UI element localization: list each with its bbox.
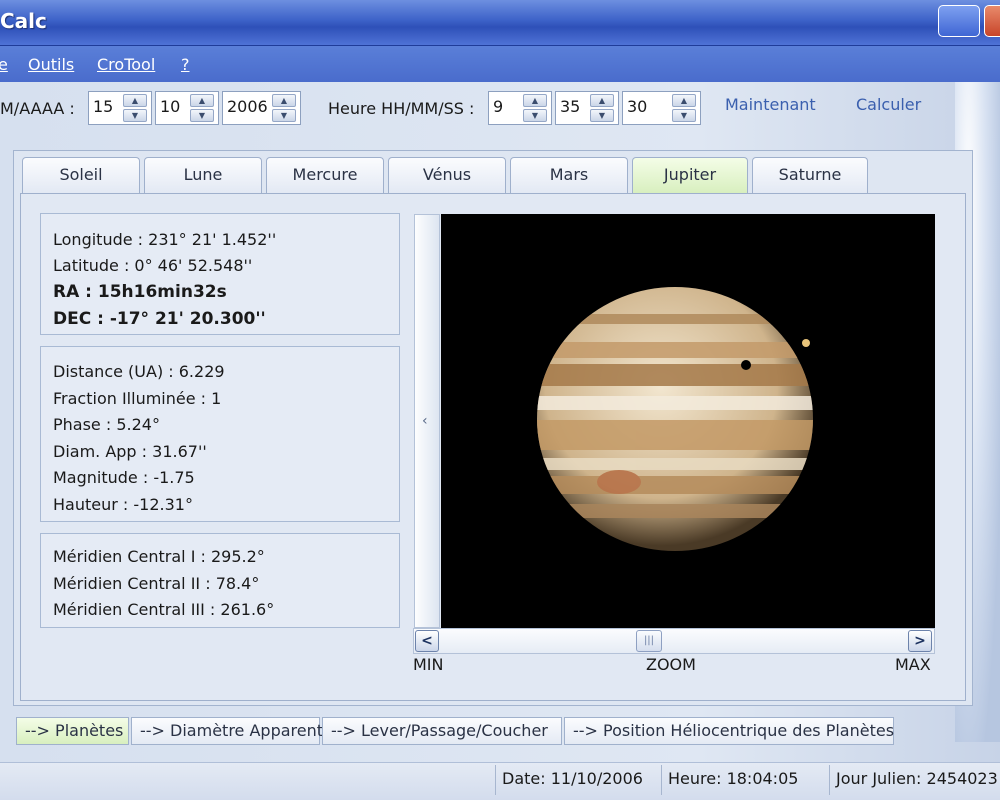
zoom-scrollbar[interactable]: < ||| > (413, 628, 935, 654)
hauteur-value: Hauteur : -12.31° (53, 495, 193, 514)
down-arrow-icon[interactable]: ▼ (672, 109, 696, 122)
scroll-right-icon[interactable]: > (908, 630, 932, 652)
phase-value: Phase : 5.24° (53, 415, 160, 434)
title-bar: Calc (0, 0, 1000, 46)
zoom-label: ZOOM (646, 655, 696, 674)
status-julian-day: Jour Julien: 2454023 (829, 765, 1000, 795)
collapse-bar[interactable]: ‹ (414, 214, 440, 628)
calculate-link[interactable]: Calculer (856, 95, 922, 114)
maximize-button[interactable] (938, 5, 980, 37)
scroll-left-icon[interactable]: < (415, 630, 439, 652)
tab-jupiter[interactable]: Jupiter (632, 157, 748, 193)
longitude-value: Longitude : 231° 21' 1.452'' (53, 230, 277, 249)
bottom-tab-heliocentrique[interactable]: --> Position Héliocentrique des Planètes (564, 717, 894, 745)
down-arrow-icon[interactable]: ▼ (272, 109, 296, 122)
chevron-left-icon: ‹ (422, 413, 428, 429)
moon-io (802, 339, 810, 347)
menu-item-file[interactable]: e (0, 55, 8, 74)
hour-stepper[interactable]: 9 ▲ ▼ (488, 91, 552, 125)
meridian-3-value: Méridien Central III : 261.6° (53, 600, 275, 619)
month-stepper[interactable]: 10 ▲ ▼ (155, 91, 219, 125)
menu-item-help[interactable]: ? (181, 55, 190, 74)
down-arrow-icon[interactable]: ▼ (523, 109, 547, 122)
physical-group: Distance (UA) : 6.229 Fraction Illuminée… (40, 346, 400, 522)
now-link[interactable]: Maintenant (725, 95, 816, 114)
date-label: M/AAAA : (0, 99, 75, 118)
time-label: Heure HH/MM/SS : (328, 99, 475, 118)
up-arrow-icon[interactable]: ▲ (523, 94, 547, 107)
up-arrow-icon[interactable]: ▲ (590, 94, 614, 107)
position-group: Longitude : 231° 21' 1.452'' Latitude : … (40, 213, 400, 335)
menu-bar: e Outils CroTool ? (0, 46, 1000, 82)
tab-mars[interactable]: Mars (510, 157, 628, 193)
bottom-tab-lever[interactable]: --> Lever/Passage/Coucher (322, 717, 562, 745)
latitude-value: Latitude : 0° 46' 52.548'' (53, 256, 253, 275)
magnitude-value: Magnitude : -1.75 (53, 468, 195, 487)
moon-shadow (741, 360, 751, 370)
tab-mercure[interactable]: Mercure (266, 157, 384, 193)
window-title: Calc (0, 9, 47, 33)
day-stepper[interactable]: 15 ▲ ▼ (88, 91, 152, 125)
up-arrow-icon[interactable]: ▲ (123, 94, 147, 107)
meridian-2-value: Méridien Central II : 78.4° (53, 574, 260, 593)
menu-item-outils[interactable]: Outils (28, 55, 75, 74)
ra-value: RA : 15h16min32s (53, 282, 227, 302)
meridian-1-value: Méridien Central I : 295.2° (53, 547, 265, 566)
close-button[interactable] (984, 5, 1000, 37)
tab-venus[interactable]: Vénus (388, 157, 506, 193)
minute-stepper[interactable]: 35 ▲ ▼ (555, 91, 619, 125)
status-time: Heure: 18:04:05 (661, 765, 829, 795)
zoom-max-label: MAX (895, 655, 931, 674)
down-arrow-icon[interactable]: ▼ (123, 109, 147, 122)
planet-image-viewer (441, 214, 935, 628)
tab-saturne[interactable]: Saturne (752, 157, 868, 193)
down-arrow-icon[interactable]: ▼ (190, 109, 214, 122)
diameter-value: Diam. App : 31.67'' (53, 442, 207, 461)
jupiter-image (537, 287, 813, 551)
meridians-group: Méridien Central I : 295.2° Méridien Cen… (40, 533, 400, 628)
up-arrow-icon[interactable]: ▲ (672, 94, 696, 107)
menu-item-crotool[interactable]: CroTool (97, 55, 156, 74)
fraction-value: Fraction Illuminée : 1 (53, 389, 222, 408)
dec-value: DEC : -17° 21' 20.300'' (53, 309, 266, 329)
tab-lune[interactable]: Lune (144, 157, 262, 193)
zoom-min-label: MIN (413, 655, 444, 674)
status-date: Date: 11/10/2006 (495, 765, 657, 795)
up-arrow-icon[interactable]: ▲ (190, 94, 214, 107)
year-stepper[interactable]: 2006 ▲ ▼ (222, 91, 301, 125)
down-arrow-icon[interactable]: ▼ (590, 109, 614, 122)
zoom-thumb[interactable]: ||| (636, 630, 662, 652)
bottom-tab-planetes[interactable]: --> Planètes (16, 717, 129, 745)
tab-soleil[interactable]: Soleil (22, 157, 140, 193)
second-stepper[interactable]: 30 ▲ ▼ (622, 91, 701, 125)
distance-value: Distance (UA) : 6.229 (53, 362, 225, 381)
bottom-tab-diametre[interactable]: --> Diamètre Apparent (131, 717, 323, 745)
up-arrow-icon[interactable]: ▲ (272, 94, 296, 107)
status-bar: Date: 11/10/2006 Heure: 18:04:05 Jour Ju… (0, 762, 1000, 800)
